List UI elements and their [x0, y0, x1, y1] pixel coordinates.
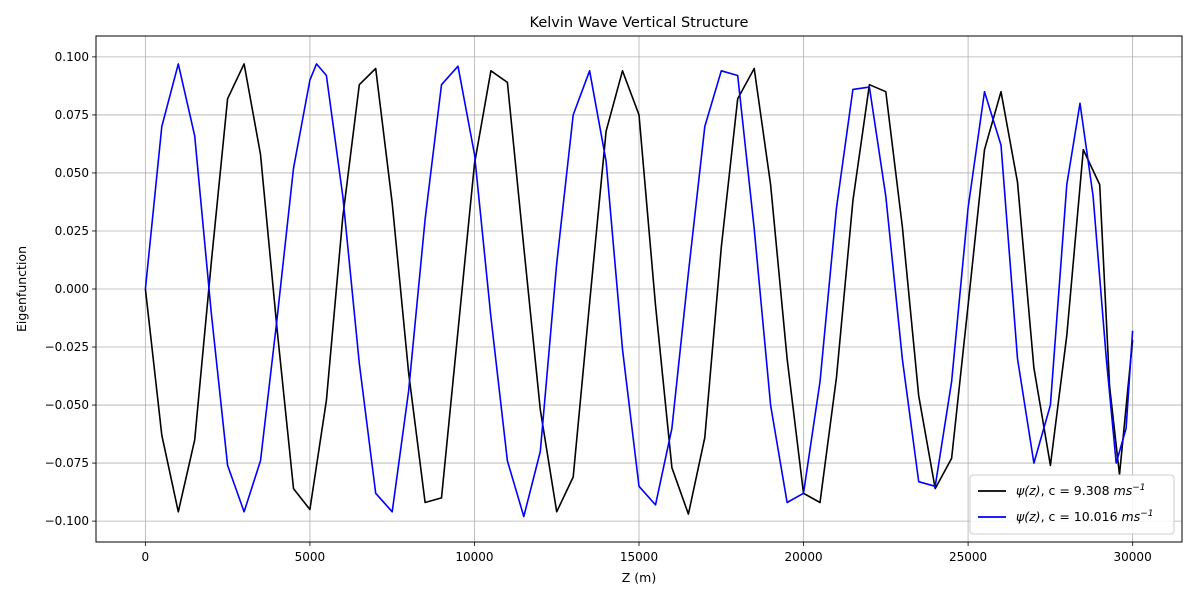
y-tick-label: −0.050	[45, 398, 89, 412]
y-axis-label: Eigenfunction	[14, 246, 29, 332]
y-tick-label: 0.075	[55, 108, 89, 122]
series-line-1	[144, 63, 1134, 515]
series-line-2	[144, 63, 1134, 518]
legend-label-1: ψ(z), c = 9.308 ms−1	[1016, 483, 1146, 498]
y-tick-label: −0.075	[45, 456, 89, 470]
legend: ψ(z), c = 9.308 ms−1 ψ(z), c = 10.016 ms−…	[969, 474, 1175, 535]
x-axis-label: Z (m)	[622, 570, 656, 585]
y-tick-label: 0.025	[55, 224, 89, 238]
x-tick-label: 0	[142, 550, 150, 564]
x-tick-label: 25000	[949, 550, 987, 564]
y-tick-label: −0.100	[45, 514, 89, 528]
legend-label-2: ψ(z), c = 10.016 ms−1	[1016, 509, 1154, 524]
x-tick-label: 5000	[295, 550, 326, 564]
chart-title: Kelvin Wave Vertical Structure	[530, 15, 749, 31]
series-layer	[144, 63, 1134, 518]
x-tick-label: 30000	[1114, 550, 1152, 564]
x-tick-label: 10000	[455, 550, 493, 564]
legend-box	[969, 474, 1175, 535]
x-tick-label: 20000	[784, 550, 822, 564]
grid	[96, 36, 1182, 542]
y-tick-label: 0.100	[55, 50, 89, 64]
x-ticks: 0 5000 10000 15000 20000 25000 30000	[142, 542, 1152, 564]
y-tick-label: 0.050	[55, 166, 89, 180]
y-ticks: 0.100 0.075 0.050 0.025 0.000 −0.025 −0.050 −0.…	[45, 50, 96, 528]
x-tick-label: 15000	[620, 550, 658, 564]
y-tick-label: 0.000	[55, 282, 89, 296]
y-tick-label: −0.025	[45, 340, 89, 354]
